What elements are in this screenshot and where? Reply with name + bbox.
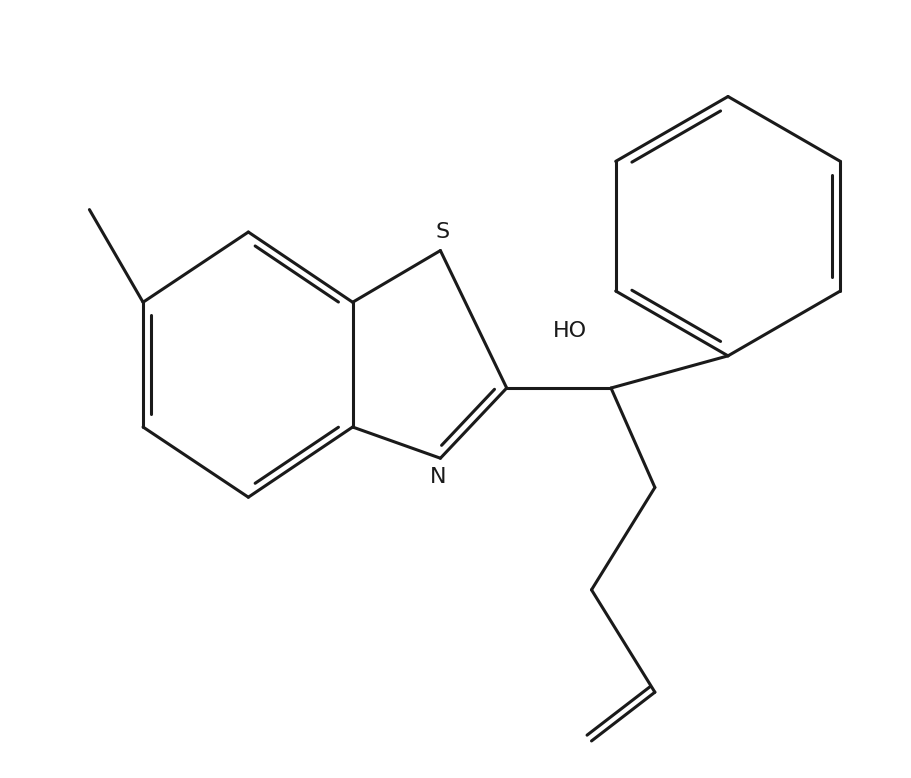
Text: N: N bbox=[430, 467, 446, 487]
Text: S: S bbox=[435, 222, 449, 242]
Text: HO: HO bbox=[552, 321, 586, 342]
